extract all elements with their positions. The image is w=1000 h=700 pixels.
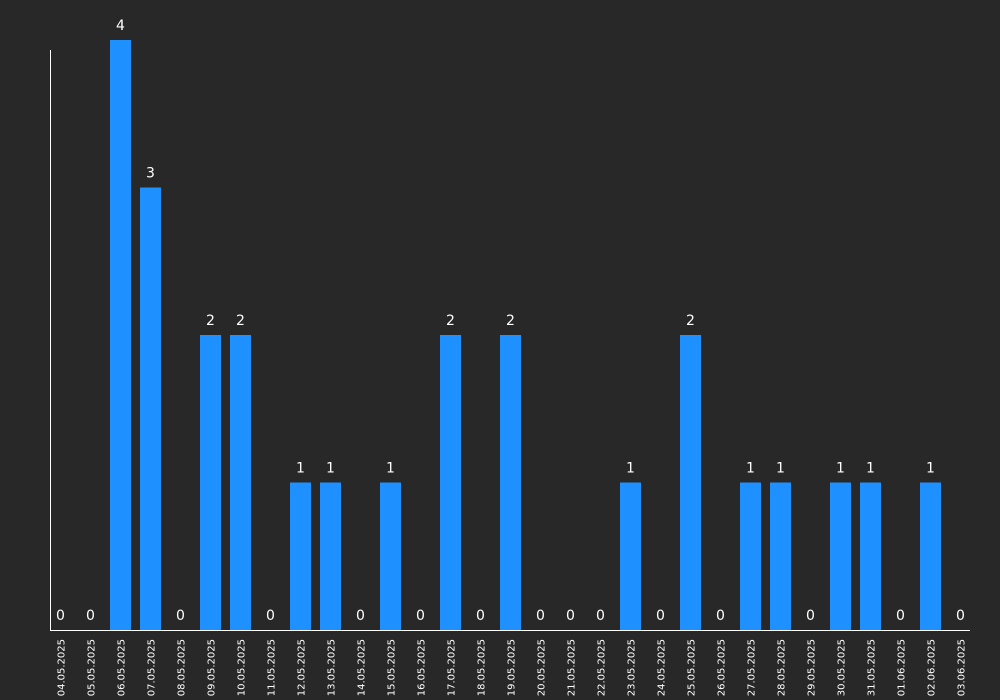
x-tick-label-21.05.2025: 21.05.2025 xyxy=(567,639,578,696)
x-tick-label-26.05.2025: 26.05.2025 xyxy=(717,639,728,696)
x-tick-label-17.05.2025: 17.05.2025 xyxy=(447,639,458,696)
value-label-25.05.2025: 2 xyxy=(686,313,695,329)
value-labels-group: 0 0 4 3 0 2 2 0 1 1 0 1 0 2 0 2 0 0 0 1 0 2 0 1 1 0 1 1 0 1 0 xyxy=(56,18,965,624)
x-tick-label-28.05.2025: 28.05.2025 xyxy=(777,639,788,696)
bar-27.05.2025 xyxy=(740,482,761,630)
value-label-22.05.2025: 0 xyxy=(596,608,605,624)
bars-group xyxy=(110,40,941,630)
x-tick-label-04.05.2025: 04.05.2025 xyxy=(57,639,68,696)
x-tick-label-01.06.2025: 01.06.2025 xyxy=(897,639,908,696)
bar-28.05.2025 xyxy=(770,482,791,630)
bar-17.05.2025 xyxy=(440,335,461,630)
bar-13.05.2025 xyxy=(320,482,341,630)
value-label-13.05.2025: 1 xyxy=(326,461,335,477)
value-label-03.06.2025: 0 xyxy=(956,608,965,624)
x-tick-label-14.05.2025: 14.05.2025 xyxy=(357,639,368,696)
value-label-21.05.2025: 0 xyxy=(566,608,575,624)
x-tick-label-29.05.2025: 29.05.2025 xyxy=(807,639,818,696)
value-label-26.05.2025: 0 xyxy=(716,608,725,624)
x-tick-label-03.06.2025: 03.06.2025 xyxy=(957,639,968,696)
value-label-09.05.2025: 2 xyxy=(206,313,215,329)
x-tick-label-13.05.2025: 13.05.2025 xyxy=(327,639,338,696)
value-label-01.06.2025: 0 xyxy=(896,608,905,624)
x-tick-label-20.05.2025: 20.05.2025 xyxy=(537,639,548,696)
bar-02.06.2025 xyxy=(920,482,941,630)
value-label-18.05.2025: 0 xyxy=(476,608,485,624)
x-tick-label-02.06.2025: 02.06.2025 xyxy=(927,639,938,696)
bar-09.05.2025 xyxy=(200,335,221,630)
value-label-12.05.2025: 1 xyxy=(296,461,305,477)
value-label-04.05.2025: 0 xyxy=(56,608,65,624)
x-tick-label-19.05.2025: 19.05.2025 xyxy=(507,639,518,696)
x-tick-labels-group: 04.05.2025 05.05.2025 06.05.2025 07.05.2025… xyxy=(57,639,968,696)
value-label-11.05.2025: 0 xyxy=(266,608,275,624)
x-tick-label-27.05.2025: 27.05.2025 xyxy=(747,639,758,696)
value-label-31.05.2025: 1 xyxy=(866,461,875,477)
value-label-19.05.2025: 2 xyxy=(506,313,515,329)
bar-12.05.2025 xyxy=(290,482,311,630)
bar-10.05.2025 xyxy=(230,335,251,630)
x-tick-label-09.05.2025: 09.05.2025 xyxy=(207,639,218,696)
bar-30.05.2025 xyxy=(830,482,851,630)
x-tick-label-18.05.2025: 18.05.2025 xyxy=(477,639,488,696)
value-label-02.06.2025: 1 xyxy=(926,461,935,477)
x-tick-label-12.05.2025: 12.05.2025 xyxy=(297,639,308,696)
value-label-08.05.2025: 0 xyxy=(176,608,185,624)
x-tick-label-30.05.2025: 30.05.2025 xyxy=(837,639,848,696)
x-tick-label-05.05.2025: 05.05.2025 xyxy=(87,639,98,696)
value-label-29.05.2025: 0 xyxy=(806,608,815,624)
x-tick-label-22.05.2025: 22.05.2025 xyxy=(597,639,608,696)
x-tick-label-16.05.2025: 16.05.2025 xyxy=(417,639,428,696)
bar-06.05.2025 xyxy=(110,40,131,630)
value-label-20.05.2025: 0 xyxy=(536,608,545,624)
x-tick-label-15.05.2025: 15.05.2025 xyxy=(387,639,398,696)
value-label-23.05.2025: 1 xyxy=(626,461,635,477)
x-tick-label-24.05.2025: 24.05.2025 xyxy=(657,639,668,696)
value-label-28.05.2025: 1 xyxy=(776,461,785,477)
value-label-16.05.2025: 0 xyxy=(416,608,425,624)
value-label-30.05.2025: 1 xyxy=(836,461,845,477)
x-tick-label-11.05.2025: 11.05.2025 xyxy=(267,639,278,696)
value-label-24.05.2025: 0 xyxy=(656,608,665,624)
bar-19.05.2025 xyxy=(500,335,521,630)
value-label-14.05.2025: 0 xyxy=(356,608,365,624)
x-tick-label-06.05.2025: 06.05.2025 xyxy=(117,639,128,696)
bar-23.05.2025 xyxy=(620,482,641,630)
value-label-07.05.2025: 3 xyxy=(146,166,155,182)
value-label-05.05.2025: 0 xyxy=(86,608,95,624)
x-tick-label-25.05.2025: 25.05.2025 xyxy=(687,639,698,696)
bar-25.05.2025 xyxy=(680,335,701,630)
bar-07.05.2025 xyxy=(140,187,161,630)
value-label-06.05.2025: 4 xyxy=(116,18,125,34)
x-tick-label-10.05.2025: 10.05.2025 xyxy=(237,639,248,696)
bar-15.05.2025 xyxy=(380,482,401,630)
x-tick-label-08.05.2025: 08.05.2025 xyxy=(177,639,188,696)
x-tick-label-31.05.2025: 31.05.2025 xyxy=(867,639,878,696)
x-tick-label-07.05.2025: 07.05.2025 xyxy=(147,639,158,696)
bar-31.05.2025 xyxy=(860,482,881,630)
value-label-27.05.2025: 1 xyxy=(746,461,755,477)
x-tick-label-23.05.2025: 23.05.2025 xyxy=(627,639,638,696)
value-label-17.05.2025: 2 xyxy=(446,313,455,329)
value-label-10.05.2025: 2 xyxy=(236,313,245,329)
value-label-15.05.2025: 1 xyxy=(386,461,395,477)
